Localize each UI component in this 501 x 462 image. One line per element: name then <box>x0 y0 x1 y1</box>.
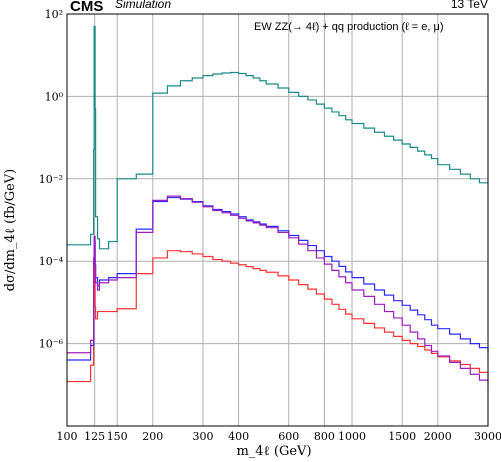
y-tick-label: 10⁻⁴ <box>39 255 64 268</box>
series-layer <box>67 25 489 385</box>
plot-frame <box>66 13 489 427</box>
y-tick-label: 10⁰ <box>45 90 64 103</box>
y-axis-title: dσ/dm_4ℓ (fb/GeV) <box>3 169 18 291</box>
x-tick-label: 200 <box>142 430 163 443</box>
grid <box>66 13 489 426</box>
x-tick-label: 400 <box>228 430 249 443</box>
x-tick-label: 800 <box>314 430 335 443</box>
x-tick-label: 125 <box>84 430 105 443</box>
cms-label: CMS <box>70 0 103 15</box>
simulation-label: Simulation <box>115 0 171 11</box>
x-tick-label: 1500 <box>388 430 416 443</box>
x-tick-label: 600 <box>278 430 299 443</box>
chart-annotation: EW ZZ(→ 4ℓ) + qq production (ℓ = e, μ) <box>254 21 444 33</box>
x-tick-label: 100 <box>57 430 78 443</box>
series-line-1 <box>67 196 489 361</box>
x-tick-label: 2000 <box>424 430 452 443</box>
energy-label: 13 TeV <box>451 0 488 11</box>
x-axis: 100 125 150 200 300 400 600 800 1000 1500 2000 3000 <box>57 430 501 443</box>
y-tick-label: 10⁻⁶ <box>39 338 64 351</box>
y-tick-label: 10⁻² <box>39 173 63 186</box>
x-axis-title: m_4ℓ (GeV) <box>236 444 311 459</box>
series-line-2 <box>67 195 489 385</box>
y-tick-label: 10² <box>45 8 63 21</box>
series-line-3 <box>67 248 489 383</box>
x-tick-label: 3000 <box>474 430 501 443</box>
x-tick-label: 1000 <box>338 430 366 443</box>
x-tick-label: 300 <box>192 430 213 443</box>
y-axis: 10⁻⁶ 10⁻⁴ 10⁻² 10⁰ 10² <box>39 8 64 351</box>
x-tick-label: 150 <box>107 430 128 443</box>
series-line-0 <box>67 25 488 250</box>
